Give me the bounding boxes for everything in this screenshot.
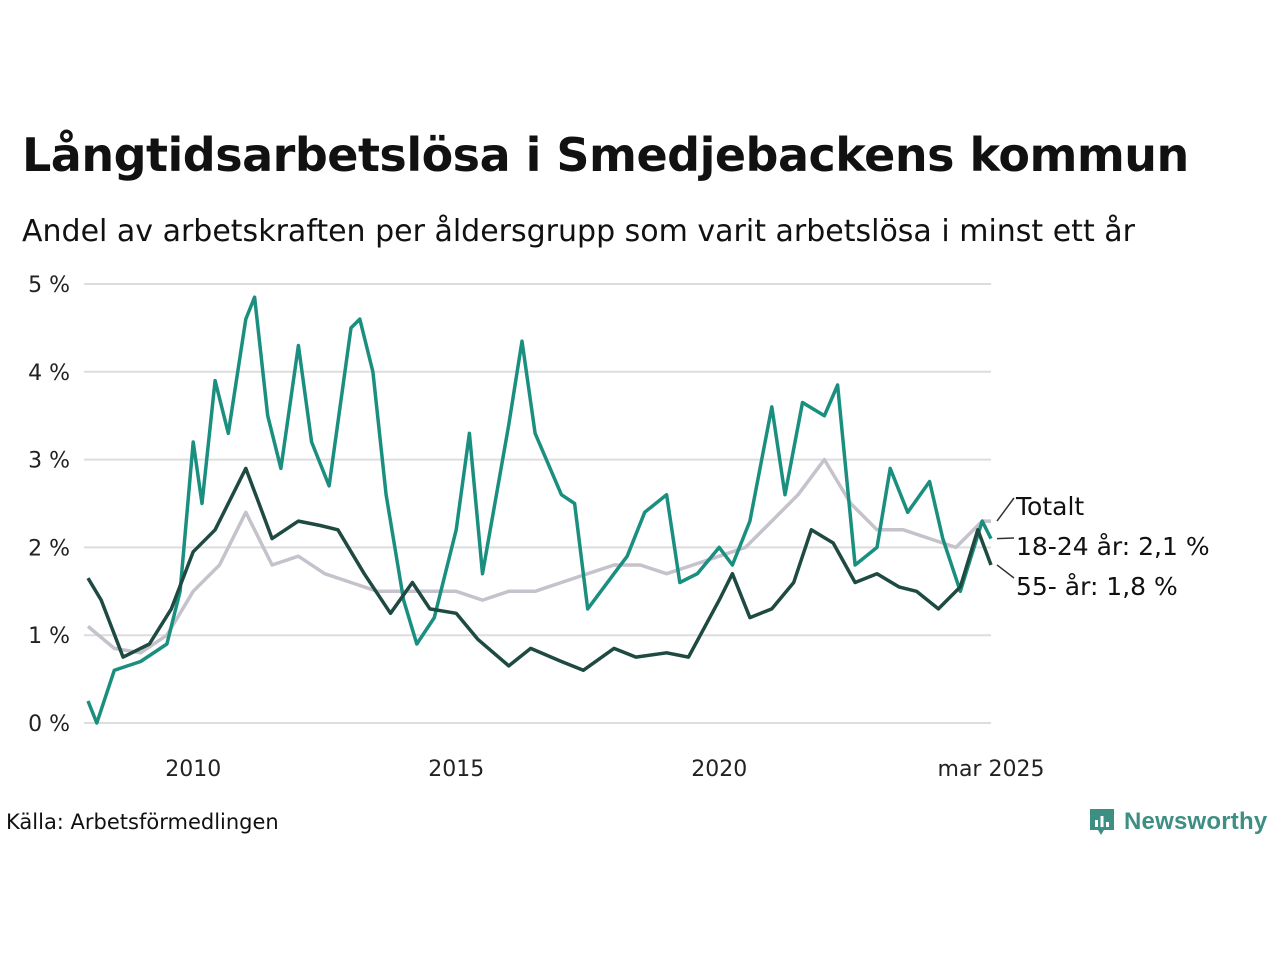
y-tick-label: 0 % xyxy=(28,712,70,737)
label-leader xyxy=(996,564,1015,579)
x-tick-label: 2010 xyxy=(165,757,221,782)
chart-subtitle: Andel av arbetskraften per åldersgrupp s… xyxy=(22,214,1135,249)
series-end-label: 55- år: 1,8 % xyxy=(1016,572,1178,601)
grid-lines xyxy=(84,283,991,724)
y-tick-label: 1 % xyxy=(28,624,70,649)
label-leader xyxy=(996,537,1015,540)
series-line xyxy=(86,295,993,725)
series-line xyxy=(86,466,993,673)
series-end-label: 18-24 år: 2,1 % xyxy=(1016,532,1210,561)
y-axis-ticks: 0 % 1 % 2 % 3 % 4 % 5 % xyxy=(28,273,70,737)
label-leader xyxy=(996,497,1015,522)
series-end-label: Totalt xyxy=(1015,492,1084,521)
x-tick-label: 2020 xyxy=(691,757,747,782)
x-tick-label: 2015 xyxy=(428,757,484,782)
x-axis-ticks: 2010 2015 2020 mar 2025 xyxy=(165,757,1044,782)
line-chart: 0 %1 %2 %3 %4 %5 % 2010 2015 2020 mar 2025 … xyxy=(28,273,1210,782)
series-lines xyxy=(86,295,993,725)
y-tick-label: 3 % xyxy=(28,449,70,474)
series-line xyxy=(86,457,991,655)
chart-title: Långtidsarbetslösa i Smedjebackens kommu… xyxy=(22,128,1189,182)
y-tick-label: 2 % xyxy=(28,536,70,561)
y-tick-label: 5 % xyxy=(28,273,70,298)
newsworthy-logo: Newsworthy xyxy=(1088,804,1267,840)
bar-chart-bubble-icon xyxy=(1090,809,1114,835)
series-labels: Totalt 18-24 år: 2,1 % 55- år: 1,8 % xyxy=(996,492,1210,601)
y-tick-label: 4 % xyxy=(28,361,70,386)
source-note: Källa: Arbetsförmedlingen xyxy=(6,810,279,834)
x-tick-label: mar 2025 xyxy=(938,757,1045,782)
brand-name: Newsworthy xyxy=(1124,808,1268,835)
